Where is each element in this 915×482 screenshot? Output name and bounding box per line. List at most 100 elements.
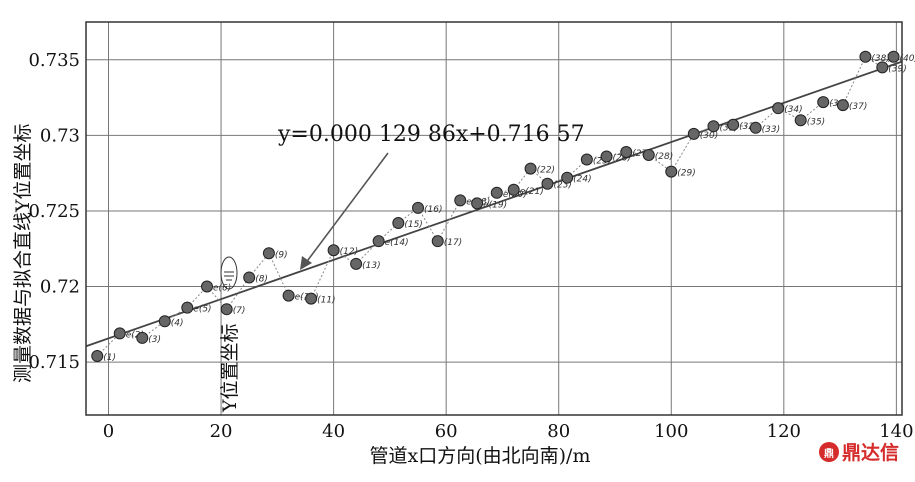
data-point: [471, 197, 484, 210]
data-point-label: (23): [553, 181, 571, 191]
data-point: [454, 194, 467, 207]
y-axis-title: 测量数据与拟合直线Y位置坐标: [12, 123, 34, 383]
data-point-label: (25): [593, 157, 611, 167]
data-point: [524, 162, 537, 175]
x-tick-label: 140: [879, 421, 913, 442]
overlay-y-position-label: Y位置坐标: [219, 323, 241, 413]
data-point: [507, 183, 520, 196]
data-point: [158, 315, 171, 328]
data-point-label: (33): [762, 125, 780, 135]
data-point: [243, 271, 256, 284]
equation-arrowhead: [300, 256, 312, 270]
data-point-label: e(6): [213, 284, 231, 294]
data-point-label: (27): [632, 149, 650, 159]
data-point: [490, 186, 503, 199]
data-point-label: e(21): [520, 187, 544, 197]
connector-line: [842, 56, 866, 106]
connector-line: [417, 207, 439, 242]
data-point-label: (29): [677, 169, 695, 179]
y-tick-label: 0.735: [28, 50, 80, 71]
data-point-label: e(2): [126, 330, 144, 340]
fit-equation: y=0.000 129 86x+0.716 57: [277, 122, 585, 147]
pencil-icon: [220, 256, 238, 290]
data-point-label: (22): [537, 166, 555, 176]
watermark: 鼎 鼎达信: [819, 441, 899, 464]
grid: [86, 22, 902, 415]
data-point-label: (35): [807, 117, 825, 127]
data-point-label: (1): [103, 353, 116, 363]
data-point: [136, 331, 149, 344]
data-point-label: e(19): [483, 200, 507, 210]
data-point-label: (11): [317, 296, 335, 306]
data-point: [600, 150, 613, 163]
data-point-label: (16): [424, 205, 442, 215]
data-point: [181, 301, 194, 314]
data-point: [876, 61, 889, 74]
data-point-label: (39): [888, 64, 906, 74]
data-point-label: (34): [784, 105, 802, 115]
watermark-text: 鼎达信: [842, 441, 899, 464]
data-point: [817, 96, 830, 109]
data-point-label: e(5): [193, 305, 211, 315]
connector-line: [226, 277, 250, 310]
y-tick-label: 0.72: [40, 277, 80, 298]
data-point-label: (28): [655, 152, 673, 162]
data-point: [200, 280, 213, 293]
connector-line: [670, 133, 695, 172]
data-point-label: (38): [871, 54, 889, 64]
data-point-label: (13): [362, 261, 380, 271]
x-tick-label: 40: [322, 421, 345, 442]
fit-line: [85, 60, 903, 348]
data-point-label: (30): [700, 131, 718, 141]
data-points: (1)e(2)(3)(4)e(5)e(6)(7)(8)(9)e(10)(11)(…: [91, 50, 915, 363]
data-point: [282, 289, 295, 302]
data-point: [392, 217, 405, 230]
connector-line: [310, 250, 335, 299]
data-point: [305, 292, 318, 305]
data-point-label: (7): [233, 306, 246, 316]
data-point: [707, 120, 720, 133]
data-point-label: (26): [613, 154, 631, 164]
data-point-label: (37): [849, 102, 867, 112]
svg-text:鼎: 鼎: [824, 448, 834, 460]
data-point: [887, 50, 900, 63]
data-point-label: (24): [573, 175, 591, 185]
data-point-label: (9): [275, 250, 288, 260]
data-point: [262, 247, 275, 260]
data-point-label: (15): [404, 220, 422, 230]
tick-labels: 0 20 40 60 80 100 120 140 0.715 0.72 0.725 0.73 0.73…: [28, 50, 913, 442]
x-tick-label: 80: [547, 421, 570, 442]
annotations: y=0.000 129 86x+0.716 57 Y位置坐标: [219, 122, 585, 413]
connector-line: [460, 199, 478, 204]
data-point: [91, 350, 104, 363]
x-tick-label: 20: [210, 421, 233, 442]
data-point: [561, 171, 574, 184]
data-point: [687, 127, 700, 140]
data-point: [220, 303, 233, 316]
data-point: [580, 153, 593, 166]
data-point-label: (12): [340, 247, 358, 257]
data-point: [836, 99, 849, 112]
x-tick-label: 100: [654, 421, 688, 442]
watermark-logo-icon: [819, 442, 839, 462]
data-point: [620, 145, 633, 158]
data-point: [541, 177, 554, 190]
data-point-label: (3): [148, 335, 161, 345]
connector-line: [496, 189, 514, 194]
data-point-label: (40): [900, 54, 915, 64]
data-point: [113, 327, 126, 340]
data-point: [859, 50, 872, 63]
data-point: [727, 118, 740, 131]
equation-arrow: [304, 152, 389, 265]
fit-line-layer: [85, 60, 903, 348]
data-point: [412, 201, 425, 214]
y-tick-label: 0.715: [28, 352, 80, 373]
data-point: [372, 235, 385, 248]
data-point-label: e(14): [385, 238, 409, 248]
data-point-label: (17): [444, 238, 462, 248]
data-point: [665, 165, 678, 178]
y-tick-label: 0.725: [28, 201, 80, 222]
data-point: [350, 257, 363, 270]
